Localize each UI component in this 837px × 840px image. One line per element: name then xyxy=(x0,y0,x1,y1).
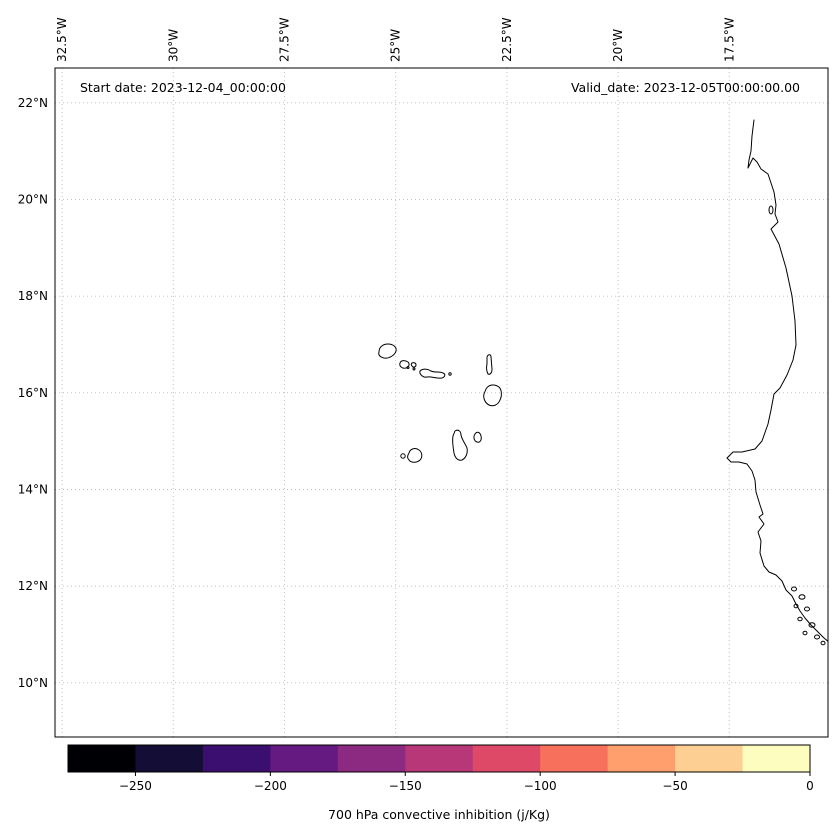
colorbar-tick-label: −250 xyxy=(119,779,152,793)
lon-tick-label: 27.5°W xyxy=(277,17,291,62)
colorbar-segment xyxy=(675,745,744,772)
island-fogo xyxy=(407,448,423,463)
start-date-annotation: Start date: 2023-12-04_00:00:00 xyxy=(80,80,286,95)
islet xyxy=(797,616,803,622)
lat-tick-label: 12°N xyxy=(18,579,48,593)
island-santiago xyxy=(452,429,468,461)
colorbar-segment xyxy=(607,745,676,772)
lat-tick-label: 10°N xyxy=(18,676,48,690)
islet xyxy=(793,603,799,609)
island-sal xyxy=(486,354,493,375)
island-brava xyxy=(400,453,406,459)
colorbar-frame xyxy=(67,744,811,773)
colorbar-segment xyxy=(135,745,204,772)
colorbar-tick-label: −150 xyxy=(389,779,422,793)
gridlines xyxy=(55,68,828,737)
lon-tick-label: 25°W xyxy=(389,29,403,62)
islet xyxy=(814,634,820,640)
latitude-axis-labels: 22°N 20°N 18°N 16°N 14°N 12°N 10°N xyxy=(18,96,48,690)
island-santa-luzia xyxy=(410,362,417,368)
map-frame xyxy=(54,67,829,738)
cape-verde-islands xyxy=(378,343,502,463)
colorbar-segment xyxy=(337,745,406,772)
island-boa-vista xyxy=(483,384,502,407)
coastlines xyxy=(378,119,828,646)
islet-branco xyxy=(406,366,410,369)
colorbar-ticks: −250 −200 −150 −100 −50 0 xyxy=(119,772,814,793)
colorbar-segment xyxy=(202,745,271,772)
islet xyxy=(820,640,826,646)
lon-tick-label: 30°W xyxy=(166,29,180,62)
colorbar-tick-label: 0 xyxy=(806,779,814,793)
africa-coastline xyxy=(726,119,828,642)
lat-tick-label: 22°N xyxy=(18,96,48,110)
colorbar-segment xyxy=(405,745,474,772)
colorbar-segment xyxy=(472,745,541,772)
tidra-islet xyxy=(768,205,774,215)
lon-tick-label: 22.5°W xyxy=(500,17,514,62)
lat-tick-label: 16°N xyxy=(18,386,48,400)
colorbar-segment xyxy=(742,745,810,772)
islet xyxy=(808,622,816,628)
lat-tick-label: 20°N xyxy=(18,192,48,206)
island-sao-vicente xyxy=(399,360,410,369)
longitude-axis-labels: 32.5°W 30°W 27.5°W 25°W 22.5°W 20°W 17.5°W xyxy=(55,17,736,62)
islet xyxy=(804,606,810,612)
bijagos-islands xyxy=(791,586,826,646)
island-maio xyxy=(473,431,482,443)
lat-tick-label: 18°N xyxy=(18,289,48,303)
island-santo-antao xyxy=(378,343,397,359)
colorbar-segment xyxy=(540,745,609,772)
colorbar-segment xyxy=(68,745,137,772)
islet-raso xyxy=(412,367,416,371)
islet xyxy=(791,586,797,592)
islet-east-sao-nicolau xyxy=(448,372,452,376)
lon-tick-label: 32.5°W xyxy=(55,17,69,62)
islet xyxy=(798,594,806,600)
islet xyxy=(802,630,808,636)
colorbar-label: 700 hPa convective inhibition (j/Kg) xyxy=(328,807,550,822)
lon-tick-label: 20°W xyxy=(611,29,625,62)
colorbar xyxy=(68,745,810,772)
valid-date-annotation: Valid_date: 2023-12-05T00:00:00.00 xyxy=(571,80,800,95)
island-sao-nicolau xyxy=(419,368,446,379)
lon-tick-label: 17.5°W xyxy=(722,17,736,62)
colorbar-tick-label: −200 xyxy=(254,779,287,793)
lat-tick-label: 14°N xyxy=(18,483,48,497)
colorbar-segment xyxy=(270,745,339,772)
colorbar-tick-label: −100 xyxy=(524,779,557,793)
colorbar-tick-label: −50 xyxy=(662,779,687,793)
